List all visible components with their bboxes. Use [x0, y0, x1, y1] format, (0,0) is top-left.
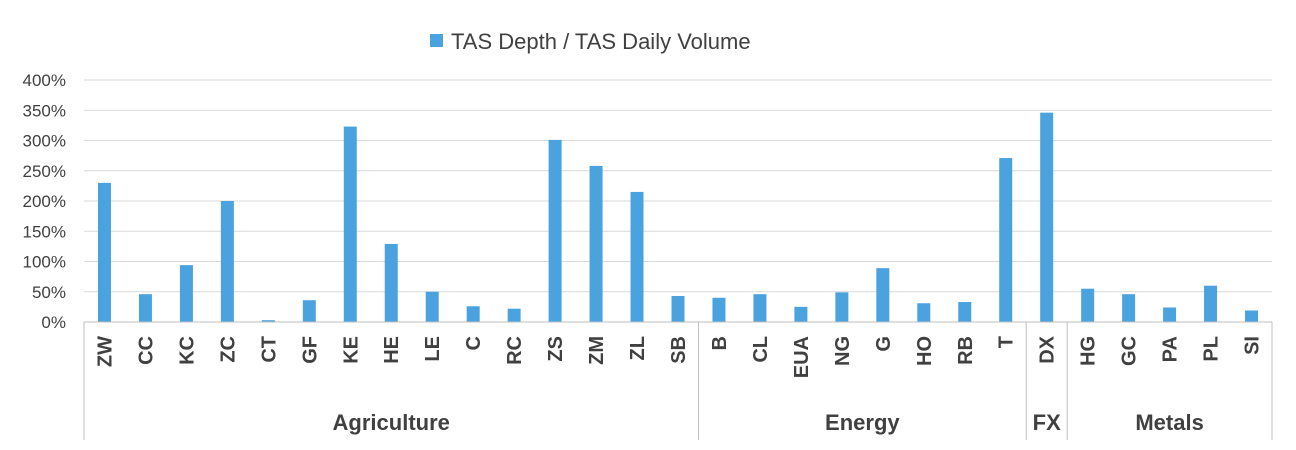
x-tick-label: SI [1242, 336, 1264, 355]
y-axis-ticks: 0% 50% 100% 150% 200% 250% 300% 350% 400% [23, 71, 66, 332]
bar [220, 201, 234, 322]
y-tick-label: 400% [23, 71, 66, 90]
x-tick-label: NG [832, 336, 854, 366]
bar [630, 191, 644, 322]
x-tick-label: HO [914, 336, 936, 366]
gridlines [84, 79, 1272, 323]
bar [1204, 285, 1218, 322]
group-label: Agriculture [333, 410, 450, 435]
x-tick-label: C [463, 336, 485, 350]
x-tick-label: KC [176, 336, 198, 365]
bar [97, 182, 111, 322]
x-tick-label: CC [135, 336, 157, 365]
bar [876, 268, 890, 322]
x-tick-label: ZM [586, 336, 608, 365]
y-tick-label: 0% [41, 313, 66, 332]
bar [384, 243, 398, 322]
group-label: FX [1033, 410, 1061, 435]
group-label: Metals [1135, 410, 1203, 435]
bar [794, 306, 808, 322]
bar [548, 139, 562, 322]
x-tick-label: HE [381, 336, 403, 364]
bar [589, 165, 603, 322]
x-tick-label: G [873, 336, 895, 352]
y-tick-label: 100% [23, 253, 66, 272]
bar [261, 320, 275, 322]
bar [1040, 112, 1054, 322]
x-tick-label: CT [258, 336, 280, 363]
bar [1245, 310, 1259, 322]
x-tick-label: GF [299, 336, 321, 364]
bar [958, 302, 972, 322]
bar [1122, 294, 1136, 322]
x-tick-label: ZS [545, 336, 567, 362]
group-label: Energy [825, 410, 900, 435]
bar [712, 297, 726, 322]
legend-swatch [430, 34, 443, 47]
bar [671, 295, 685, 322]
legend: TAS Depth / TAS Daily Volume [430, 29, 751, 54]
bar [343, 126, 357, 323]
y-tick-label: 50% [32, 283, 66, 302]
x-tick-label: LE [422, 336, 444, 362]
bars [97, 112, 1259, 323]
bar [466, 306, 480, 322]
y-tick-label: 150% [23, 222, 66, 241]
x-tick-label: RC [504, 336, 526, 365]
x-axis: ZW CC KC ZC CT GF KE HE LE C RC ZS ZM ZL SB B CL EUA NG G HO… [84, 321, 1272, 378]
x-tick-label: ZL [627, 336, 649, 360]
y-tick-label: 250% [23, 162, 66, 181]
x-tick-label: EUA [791, 336, 813, 378]
x-tick-label: HG [1078, 336, 1100, 366]
bar [999, 158, 1013, 322]
x-tick-label: KE [340, 336, 362, 364]
x-tick-label: ZC [217, 336, 239, 363]
bar [138, 294, 152, 322]
y-tick-label: 200% [23, 192, 66, 211]
y-tick-label: 350% [23, 101, 66, 120]
x-tick-label: B [709, 336, 731, 350]
x-tick-label: CL [750, 336, 772, 363]
x-tick-label: GC [1119, 336, 1141, 366]
bar [425, 291, 439, 322]
x-tick-label: PL [1201, 336, 1223, 362]
bar [753, 294, 767, 322]
bar [835, 292, 849, 322]
x-tick-label: RB [955, 336, 977, 365]
x-tick-label: ZW [94, 336, 116, 367]
bar [1081, 288, 1095, 322]
bar [507, 308, 521, 322]
y-tick-label: 300% [23, 132, 66, 151]
bar [917, 303, 931, 322]
category-groups: Agriculture Energy FX Metals [83, 322, 1273, 440]
bar [1163, 307, 1177, 322]
bar [179, 265, 193, 322]
x-tick-label: DX [1037, 335, 1059, 363]
x-tick-label: SB [668, 336, 690, 364]
x-tick-label: PA [1160, 336, 1182, 362]
legend-label: TAS Depth / TAS Daily Volume [451, 29, 751, 54]
bar [302, 300, 316, 322]
x-tick-label: T [996, 336, 1018, 348]
